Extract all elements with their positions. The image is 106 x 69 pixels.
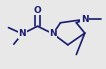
Text: O: O bbox=[34, 6, 42, 15]
Text: N: N bbox=[81, 15, 89, 24]
Text: N: N bbox=[18, 29, 26, 38]
Text: N: N bbox=[49, 29, 57, 38]
